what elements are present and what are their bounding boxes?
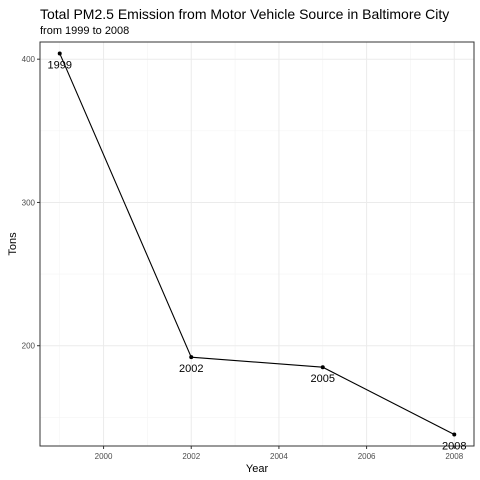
x-tick-label: 2006 bbox=[358, 452, 376, 461]
x-tick-label: 2000 bbox=[95, 452, 113, 461]
plot-panel bbox=[39, 41, 475, 447]
data-point bbox=[57, 51, 62, 56]
x-tick-label: 2002 bbox=[182, 452, 200, 461]
data-label: 2005 bbox=[311, 373, 335, 385]
chart-subtitle: from 1999 to 2008 bbox=[40, 25, 129, 37]
data-label: 1999 bbox=[47, 59, 71, 71]
data-labels: 1999 2002 2005 2008 bbox=[47, 59, 466, 452]
x-axis: 2000 2002 2004 2006 2008 bbox=[95, 446, 464, 461]
y-axis: 200 300 400 bbox=[22, 55, 40, 351]
data-label: 2002 bbox=[179, 363, 203, 375]
chart-title: Total PM2.5 Emission from Motor Vehicle … bbox=[40, 6, 449, 22]
y-tick-label: 200 bbox=[22, 342, 36, 351]
y-tick-label: 400 bbox=[22, 55, 36, 64]
data-label: 2008 bbox=[442, 441, 466, 453]
data-point bbox=[452, 432, 457, 437]
x-axis-title: Year bbox=[246, 463, 269, 475]
grid bbox=[40, 42, 474, 446]
x-tick-label: 2004 bbox=[270, 452, 288, 461]
data-point bbox=[189, 355, 194, 360]
y-axis-title: Tons bbox=[7, 232, 19, 256]
y-tick-label: 300 bbox=[22, 198, 36, 207]
series-tons bbox=[57, 51, 457, 437]
series-line bbox=[59, 53, 455, 436]
x-tick-label: 2008 bbox=[445, 452, 463, 461]
data-point bbox=[320, 365, 325, 370]
